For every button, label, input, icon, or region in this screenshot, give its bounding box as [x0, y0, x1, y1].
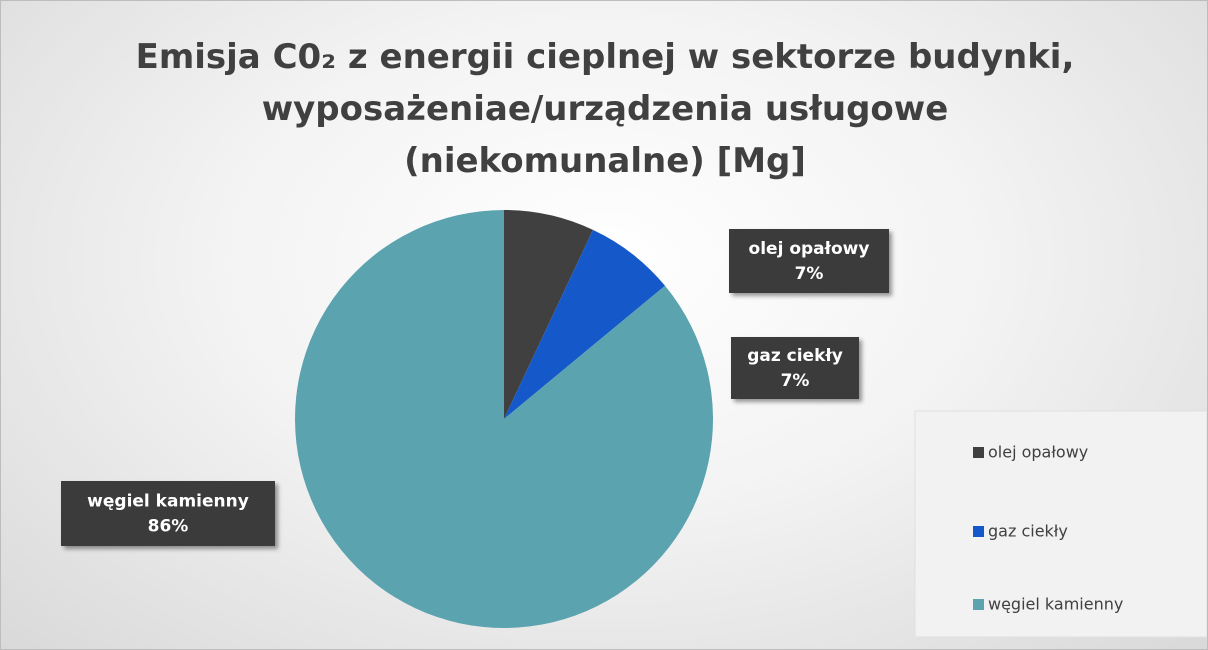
- pie-slice: [504, 210, 593, 419]
- legend-label: olej opałowy: [988, 443, 1088, 462]
- legend-swatch: [973, 447, 984, 458]
- legend-swatch: [973, 599, 984, 610]
- data-label-box: [731, 337, 859, 399]
- data-label-value: 7%: [795, 264, 824, 284]
- legend-label: węgiel kamienny: [988, 595, 1123, 614]
- pie-slice: [294, 210, 713, 628]
- chart-title: Emisja C0₂ z energii cieplnej w sektorze…: [135, 37, 1075, 181]
- data-label-value: 7%: [781, 371, 810, 391]
- data-label-value: 86%: [148, 517, 189, 537]
- legend-label: gaz ciekły: [988, 522, 1068, 541]
- data-label-name: olej opałowy: [749, 239, 870, 259]
- pie-slice: [504, 229, 666, 419]
- data-label-name: węgiel kamienny: [87, 492, 249, 512]
- legend-swatch: [973, 526, 984, 537]
- data-label-box: [61, 481, 275, 546]
- data-label-name: gaz ciekły: [747, 346, 843, 366]
- data-label-box: [729, 229, 889, 293]
- legend-box: [914, 410, 1207, 638]
